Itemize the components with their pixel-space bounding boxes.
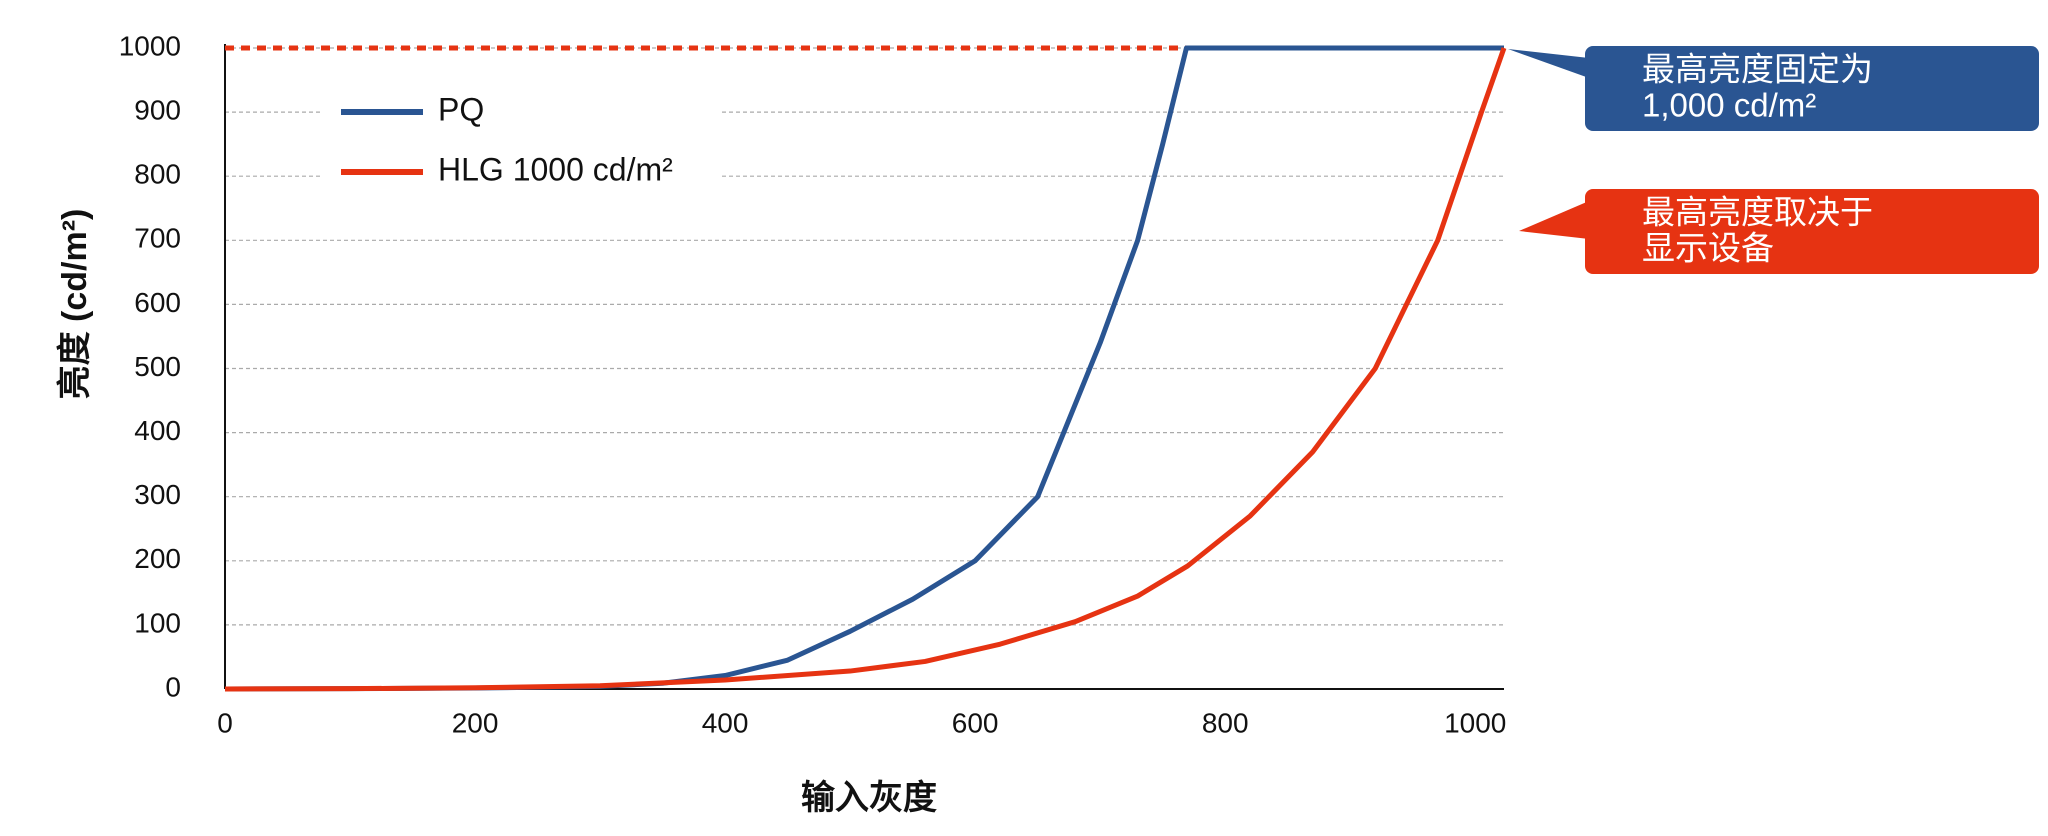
y-tick-label: 1000 bbox=[119, 30, 181, 61]
y-tick-label: 700 bbox=[134, 223, 181, 254]
y-axis-label: 亮度 (cd/m²) bbox=[56, 209, 94, 400]
callout-text: 显示设备 bbox=[1642, 230, 1774, 267]
y-tick-label: 600 bbox=[134, 287, 181, 318]
y-tick-label: 400 bbox=[134, 415, 181, 446]
y-tick-label: 800 bbox=[134, 159, 181, 190]
x-tick-label: 800 bbox=[1202, 707, 1249, 738]
x-tick-label: 600 bbox=[952, 707, 999, 738]
legend-background bbox=[320, 88, 720, 198]
x-axis-label: 输入灰度 bbox=[801, 779, 937, 817]
x-tick-label: 400 bbox=[702, 707, 749, 738]
callout-pointer bbox=[1508, 49, 1589, 78]
callout-box bbox=[1585, 46, 2039, 131]
y-tick-label: 900 bbox=[134, 94, 181, 125]
x-tick-label: 200 bbox=[452, 707, 499, 738]
legend-label: HLG 1000 cd/m² bbox=[438, 151, 673, 187]
callout-text: 最高亮度取决于 bbox=[1642, 194, 1873, 231]
y-tick-label: 500 bbox=[134, 351, 181, 382]
x-tick-label: 0 bbox=[217, 707, 233, 738]
line-series bbox=[224, 47, 1507, 692]
callout-text: 最高亮度固定为 bbox=[1642, 51, 1873, 88]
y-tick-label: 0 bbox=[165, 671, 181, 702]
legend-label: PQ bbox=[438, 91, 484, 127]
y-tick-label: 100 bbox=[134, 607, 181, 638]
callout-box bbox=[1585, 189, 2039, 274]
callout-text: 1,000 cd/m² bbox=[1642, 87, 1816, 124]
y-tick-label: 300 bbox=[134, 479, 181, 510]
callout-pointer bbox=[1519, 201, 1589, 239]
x-tick-label: 1000 bbox=[1444, 707, 1506, 738]
y-tick-label: 200 bbox=[134, 543, 181, 574]
